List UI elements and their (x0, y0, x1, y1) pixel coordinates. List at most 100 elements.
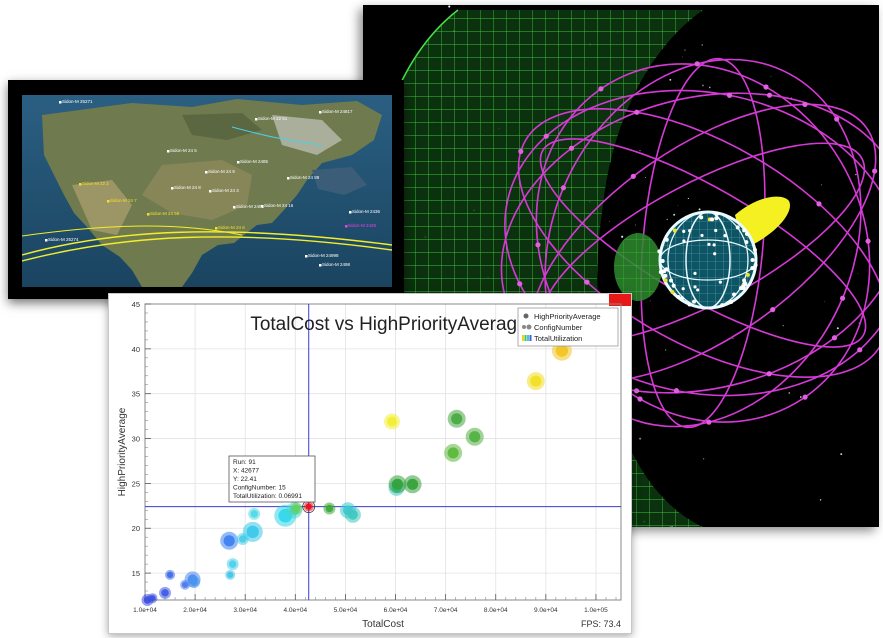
data-point[interactable] (406, 478, 419, 490)
satellite-dot[interactable] (560, 185, 567, 191)
satellite-dot[interactable] (816, 201, 822, 207)
data-point[interactable] (246, 525, 259, 539)
satellite-dot[interactable] (726, 92, 733, 98)
data-point[interactable] (451, 413, 463, 425)
map-label[interactable]: Sidon-M 24998 (308, 253, 339, 258)
map-label[interactable]: Sidon-M 24 9 (208, 169, 235, 174)
data-point[interactable] (161, 589, 169, 597)
satellite-map-view[interactable]: Sidon-M 25271 Sidon-M 22 61 Sidon-M 24817 S… (22, 95, 392, 287)
satellite-dot[interactable] (543, 133, 549, 139)
satellite-dot[interactable] (706, 419, 712, 425)
ground-dot (753, 263, 758, 268)
satellite-dot[interactable] (763, 84, 769, 90)
data-point[interactable] (555, 344, 569, 357)
x-tick-label: 1.0e+04 (133, 607, 157, 614)
x-tick-label: 9.0e+04 (534, 607, 558, 614)
map-label[interactable]: Sidon-M 25271 (62, 99, 93, 104)
map-label[interactable]: Sidon-M 24 8 (174, 185, 201, 190)
satellite-dot[interactable] (857, 347, 863, 353)
data-point[interactable] (387, 416, 397, 427)
satellite-dot[interactable] (865, 238, 871, 244)
ground-dot (663, 278, 668, 283)
map-label[interactable]: Sidon-M 24 7 (110, 198, 137, 203)
data-point[interactable] (149, 595, 156, 602)
ground-dot (693, 285, 697, 289)
ground-dot (679, 296, 684, 301)
satellite-dot[interactable] (831, 335, 838, 341)
satellite-dot[interactable] (834, 116, 840, 122)
data-point[interactable] (325, 504, 334, 513)
satellite-dot[interactable] (872, 168, 878, 174)
scatter-chart[interactable]: 1.0e+04 2.0e+04 3.0e+04 4.0e+04 5.0e+04 6.0e+… (109, 294, 631, 633)
data-point[interactable] (305, 503, 312, 510)
earth-sphere[interactable] (658, 210, 758, 310)
scatter-chart-window[interactable]: 1.0e+04 2.0e+04 3.0e+04 4.0e+04 5.0e+04 6.0e+… (108, 293, 632, 634)
map-label[interactable]: Sidon-M 24817 (322, 109, 353, 114)
map-marker (319, 264, 322, 267)
map-label[interactable]: Sidon-M 2491 (236, 204, 265, 209)
satellite-dot[interactable] (598, 86, 604, 92)
data-point[interactable] (347, 509, 358, 520)
data-point[interactable] (391, 478, 404, 490)
satellite-dot[interactable] (802, 394, 808, 400)
map-label[interactable]: Sidon-M 24 5 (170, 148, 197, 153)
map-label[interactable]: Sidon-M 24 89 (290, 175, 320, 180)
map-label[interactable]: Sidon-M 2429 (348, 223, 377, 228)
ground-station-dots (657, 211, 758, 308)
data-point[interactable] (447, 447, 459, 459)
satellite-dot[interactable] (766, 92, 773, 98)
ground-dot (692, 299, 697, 304)
satellite-dot[interactable] (535, 242, 541, 248)
satellite-dot[interactable] (630, 173, 636, 179)
map-marker (233, 206, 236, 209)
map-label[interactable]: Sidon-M 2485 (240, 159, 269, 164)
map-label[interactable]: Sidon-M 22 2 (82, 181, 109, 186)
satellite-dot[interactable] (766, 371, 772, 377)
data-point[interactable] (469, 431, 481, 443)
ground-dot (669, 278, 674, 283)
map-marker (287, 177, 290, 180)
chart-legend[interactable]: HighPriorityAverage ConfigNumber TotalUt… (517, 307, 619, 347)
tooltip-confignumber: ConfigNumber: 15 (233, 485, 286, 492)
map-label[interactable]: Sidon-M 2436 (352, 209, 381, 214)
satellite-dot[interactable] (584, 279, 590, 285)
satellite-dot[interactable] (517, 281, 523, 287)
data-point[interactable] (227, 571, 234, 578)
satellite-dot[interactable] (518, 148, 524, 155)
map-label[interactable]: Sidon-M 25274 (48, 237, 79, 242)
map-label[interactable]: Sidon-M 24 3 (212, 188, 239, 193)
cyan-track (231, 126, 323, 146)
data-point[interactable] (223, 535, 235, 547)
data-point[interactable] (292, 504, 301, 513)
ground-dot (718, 280, 722, 284)
map-label[interactable]: Sidon-M 24 6 (218, 225, 245, 230)
satellite-dot[interactable] (694, 61, 700, 67)
satellite-dot[interactable] (770, 307, 776, 313)
satellite-dot[interactable] (802, 101, 808, 108)
ground-dot (744, 231, 749, 236)
data-point[interactable] (166, 571, 174, 578)
ground-dot (657, 249, 662, 254)
satellite-dot[interactable] (568, 145, 575, 151)
map-window[interactable]: Sidon-M 25271 Sidon-M 22 61 Sidon-M 24817 S… (8, 80, 404, 299)
legend-item-highpriorityaverage: HighPriorityAverage (534, 312, 601, 321)
fps-readout: FPS: 73.4 (581, 619, 621, 629)
data-point[interactable] (250, 510, 258, 518)
map-marker (349, 211, 352, 214)
data-point[interactable] (190, 578, 198, 586)
tooltip-y: Y: 22.41 (233, 476, 257, 483)
satellite-dot[interactable] (673, 388, 680, 394)
satellite-dot[interactable] (637, 396, 643, 402)
data-point[interactable] (228, 560, 237, 568)
map-label[interactable]: Sidon-M 22 61 (258, 116, 288, 121)
ground-dot (714, 216, 719, 221)
red-close-corner[interactable] (609, 294, 631, 306)
satellite-dot[interactable] (839, 295, 846, 301)
map-label[interactable]: Sidon-M 2498 (322, 262, 351, 267)
map-label[interactable]: Sidon-M 24 56 (150, 211, 180, 216)
satellite-dot[interactable] (634, 109, 640, 115)
data-points[interactable] (141, 340, 572, 606)
map-label[interactable]: Sidon-M 24 16 (264, 203, 294, 208)
data-point[interactable] (530, 375, 542, 387)
satellite-dot[interactable] (633, 388, 640, 394)
